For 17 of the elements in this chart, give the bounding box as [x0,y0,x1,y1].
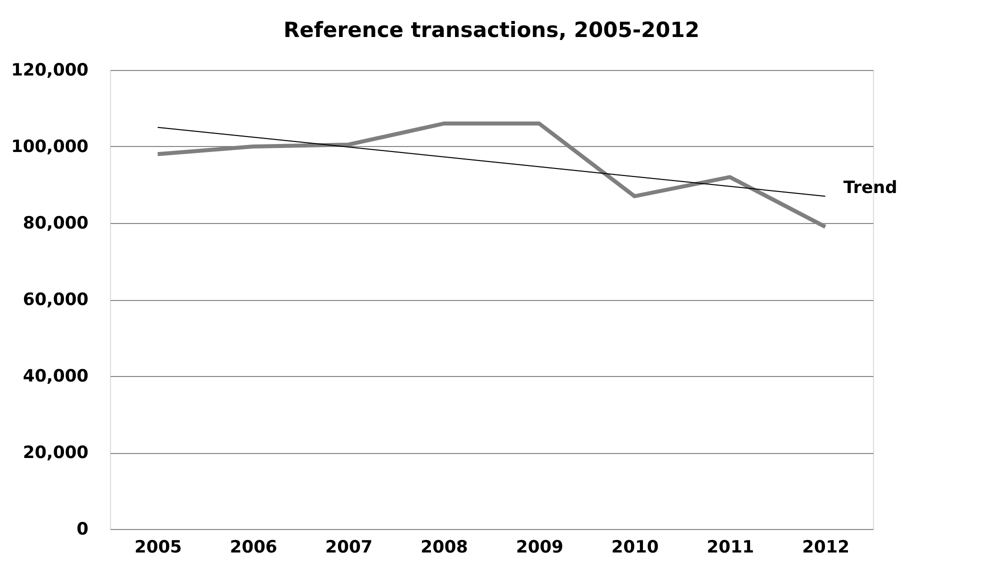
y-tick-label: 80,000 [22,214,89,234]
y-tick-label: 20,000 [22,443,89,463]
y-tick-label: 40,000 [22,366,89,386]
x-tick-label: 2009 [516,538,564,558]
series-label: Trend [843,178,898,198]
x-tick-label: 2005 [134,538,182,558]
x-tick-label: 2010 [611,538,659,558]
x-tick-label: 2008 [420,538,468,558]
y-tick-label: 0 [76,520,89,540]
x-tick-label: 2007 [325,538,373,558]
y-tick-label: 60,000 [22,290,89,310]
y-tick-label: 120,000 [11,60,89,80]
x-tick-label: 2012 [802,538,850,558]
x-tick-label: 2006 [230,538,278,558]
y-tick-label: 100,000 [11,137,89,157]
chart-title: Reference transactions, 2005-2012 [284,18,700,42]
x-tick-label: 2011 [706,538,754,558]
